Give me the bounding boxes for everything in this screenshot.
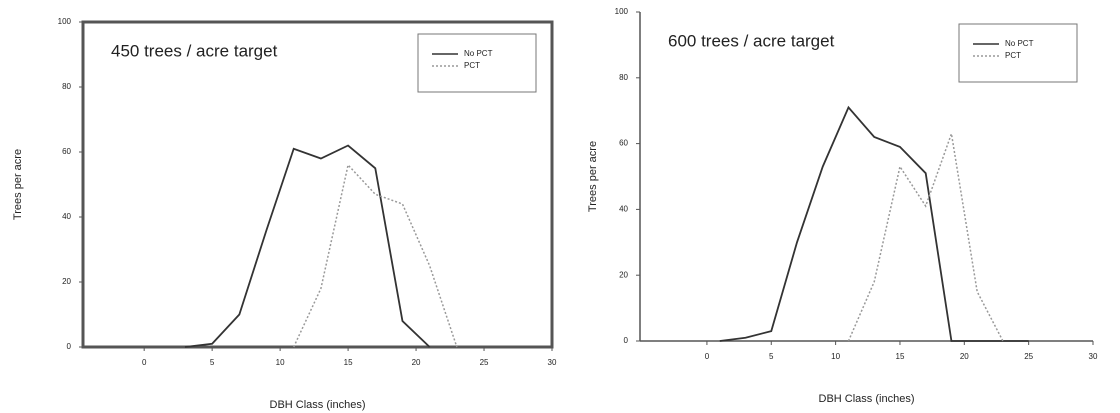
legend-label: PCT <box>1005 51 1021 60</box>
x-tick-label: 10 <box>276 358 285 367</box>
legend-label: PCT <box>464 61 480 70</box>
legend-box <box>958 23 1078 83</box>
y-tick-label: 0 <box>624 336 629 345</box>
x-axis-label: DBH Class (inches) <box>819 393 915 405</box>
y-axis-label: Trees per acre <box>12 149 24 220</box>
legend-label: No PCT <box>464 49 493 58</box>
y-tick-label: 80 <box>619 73 628 82</box>
y-tick-label: 60 <box>62 147 71 156</box>
data-line <box>184 144 431 348</box>
y-tick-label: 100 <box>615 7 629 16</box>
x-tick-label: 0 <box>142 358 147 367</box>
y-tick-label: 0 <box>67 342 72 351</box>
data-line <box>847 133 1004 342</box>
x-tick-label: 20 <box>412 358 421 367</box>
x-tick-label: 25 <box>1024 352 1033 361</box>
x-tick-label: 30 <box>548 358 557 367</box>
y-tick-label: 100 <box>58 17 72 26</box>
x-tick-label: 10 <box>831 352 840 361</box>
y-tick-label: 20 <box>62 277 71 286</box>
y-tick-label: 40 <box>62 212 71 221</box>
y-tick-label: 20 <box>619 270 628 279</box>
chart-title: 450 trees / acre target <box>111 41 278 60</box>
y-axis-label: Trees per acre <box>587 141 599 212</box>
x-tick-label: 15 <box>896 352 905 361</box>
y-tick-label: 60 <box>619 139 628 148</box>
x-tick-label: 20 <box>960 352 969 361</box>
legend-label: No PCT <box>1005 39 1034 48</box>
x-axis-label: DBH Class (inches) <box>270 399 366 411</box>
y-tick-label: 40 <box>619 205 628 214</box>
data-line <box>719 105 1029 342</box>
x-tick-label: 25 <box>480 358 489 367</box>
plot-frame <box>81 20 554 349</box>
x-tick-label: 5 <box>769 352 774 361</box>
legend-box <box>417 33 537 93</box>
data-line <box>293 163 458 348</box>
x-tick-label: 30 <box>1089 352 1098 361</box>
x-tick-label: 0 <box>705 352 710 361</box>
chart-title: 600 trees / acre target <box>668 31 835 50</box>
x-tick-label: 15 <box>344 358 353 367</box>
y-tick-label: 80 <box>62 82 71 91</box>
x-tick-label: 5 <box>210 358 215 367</box>
